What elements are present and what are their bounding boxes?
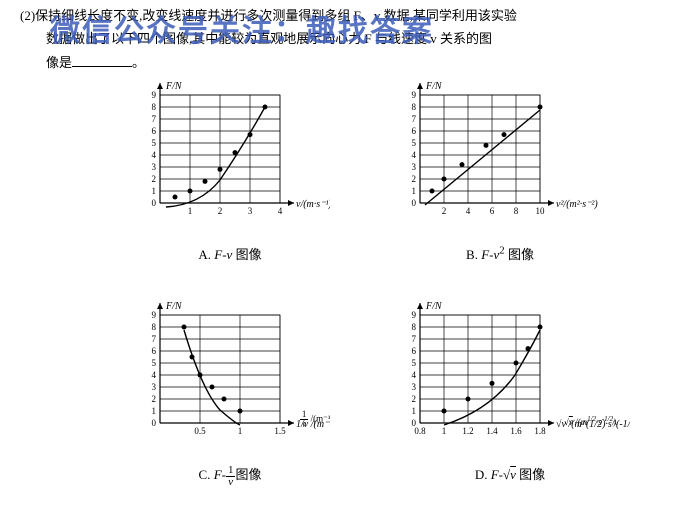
opt-d: D.: [475, 467, 488, 482]
svg-text:1: 1: [188, 206, 193, 216]
svg-text:4: 4: [278, 206, 283, 216]
svg-text:2: 2: [412, 394, 417, 404]
capt-b-right: 图像: [505, 247, 534, 262]
svg-text:6: 6: [412, 126, 417, 136]
svg-text:F/N: F/N: [165, 81, 183, 92]
svg-text:8: 8: [152, 322, 157, 332]
caption-a: A. F-v 图像: [130, 244, 330, 263]
svg-text:F/N: F/N: [425, 81, 443, 92]
svg-text:4: 4: [466, 206, 471, 216]
svg-text:5: 5: [152, 138, 157, 148]
svg-text:7: 7: [152, 334, 157, 344]
capt-d-right: 图像: [516, 467, 545, 482]
svg-text:0: 0: [152, 418, 157, 428]
svg-text:8: 8: [412, 102, 417, 112]
opt-b: B.: [466, 247, 478, 262]
caption-b: B. F-v2 图像: [390, 244, 610, 263]
caption-c: C. F-1v图像: [130, 464, 330, 488]
question-line3: 像是: [46, 55, 72, 70]
chart-c: 01234567890.511.5F/N1/v /(m⁻¹·s)1v /(m⁻¹…: [130, 298, 330, 488]
svg-text:4: 4: [412, 370, 417, 380]
svg-text:8: 8: [152, 102, 157, 112]
svg-text:1.4: 1.4: [486, 426, 498, 436]
svg-text:6: 6: [490, 206, 495, 216]
svg-text:0: 0: [152, 198, 157, 208]
question-prefix: (2): [20, 8, 35, 23]
svg-text:1.2: 1.2: [462, 426, 473, 436]
svg-text:1.6: 1.6: [510, 426, 522, 436]
svg-text:2: 2: [412, 174, 417, 184]
svg-text:7: 7: [152, 114, 157, 124]
svg-text:5: 5: [412, 358, 417, 368]
svg-text:5: 5: [412, 138, 417, 148]
charts-container: 0 1 2 3 4 5 6 7 8 9 1 2 3 4 F/N v/(m·s⁻¹) A. F-v 图像 0 1 2…: [0, 78, 700, 518]
capt-c-mid: F-: [214, 467, 226, 482]
svg-text:0: 0: [412, 198, 417, 208]
capt-a-right: 图像: [232, 247, 261, 262]
chart-d-svg: 01234567890.811.21.41.61.8F/N√v /(m^(1/2…: [390, 298, 630, 458]
chart-a-svg: 0 1 2 3 4 5 6 7 8 9 1 2 3 4 F/N v/(m·s⁻¹): [130, 78, 330, 238]
chart-a: 0 1 2 3 4 5 6 7 8 9 1 2 3 4 F/N v/(m·s⁻¹) A. F-v 图像: [130, 78, 330, 263]
svg-text:1: 1: [412, 406, 417, 416]
svg-text:6: 6: [152, 346, 157, 356]
svg-text:4: 4: [152, 370, 157, 380]
svg-text:1: 1: [442, 426, 447, 436]
svg-text:1: 1: [412, 186, 417, 196]
svg-text:10: 10: [536, 206, 546, 216]
svg-text:4: 4: [412, 150, 417, 160]
capt-c-right: 图像: [235, 467, 261, 482]
svg-text:1: 1: [152, 186, 157, 196]
svg-text:4: 4: [152, 150, 157, 160]
svg-text:F/N: F/N: [425, 301, 443, 312]
svg-text:1: 1: [152, 406, 157, 416]
svg-text:3: 3: [152, 382, 157, 392]
svg-text:3: 3: [152, 162, 157, 172]
svg-text:8: 8: [412, 322, 417, 332]
svg-text:0.5: 0.5: [194, 426, 206, 436]
svg-text:v/(m·s⁻¹): v/(m·s⁻¹): [296, 199, 330, 210]
svg-text:9: 9: [412, 90, 417, 100]
chart-c-svg: 01234567890.511.5F/N1/v /(m⁻¹·s)1v /(m⁻¹…: [130, 298, 330, 458]
svg-text:3: 3: [412, 382, 417, 392]
svg-text:2: 2: [152, 174, 157, 184]
svg-text:2: 2: [152, 394, 157, 404]
opt-c: C.: [199, 467, 211, 482]
chart-b: 0 1 2 3 4 5 6 7 8 9 2 4 6 8 10 F/N v²/(m²·s⁻²) B. F-v2 图…: [390, 78, 610, 263]
svg-text:3: 3: [412, 162, 417, 172]
svg-text:v²/(m²·s⁻²): v²/(m²·s⁻²): [556, 199, 598, 210]
svg-text:1: 1: [238, 426, 243, 436]
svg-text:6: 6: [412, 346, 417, 356]
caption-d: D. F-√v 图像: [390, 464, 630, 483]
chart-b-svg: 0 1 2 3 4 5 6 7 8 9 2 4 6 8 10 F/N v²/(m²·s⁻²): [390, 78, 610, 238]
svg-text:6: 6: [152, 126, 157, 136]
svg-text:8: 8: [514, 206, 519, 216]
svg-text:0.8: 0.8: [414, 426, 426, 436]
question-period: 。: [132, 55, 145, 70]
svg-text:2: 2: [218, 206, 223, 216]
svg-text:5: 5: [152, 358, 157, 368]
answer-blank: [72, 53, 132, 67]
svg-text:9: 9: [152, 310, 157, 320]
svg-text:3: 3: [248, 206, 253, 216]
chart-d: 01234567890.811.21.41.61.8F/N√v /(m^(1/2…: [390, 298, 630, 483]
svg-text:2: 2: [442, 206, 447, 216]
svg-text:9: 9: [412, 310, 417, 320]
opt-a: A.: [198, 247, 211, 262]
svg-text:7: 7: [412, 334, 417, 344]
svg-text:F/N: F/N: [165, 301, 183, 312]
capt-b-left: F-v: [481, 247, 499, 262]
capt-a-left: F-v: [214, 247, 232, 262]
watermark-text: 微信公众号关注：趣找答案: [50, 6, 434, 50]
svg-text:7: 7: [412, 114, 417, 124]
capt-d-mid: F-√v: [491, 467, 516, 482]
svg-text:9: 9: [152, 90, 157, 100]
